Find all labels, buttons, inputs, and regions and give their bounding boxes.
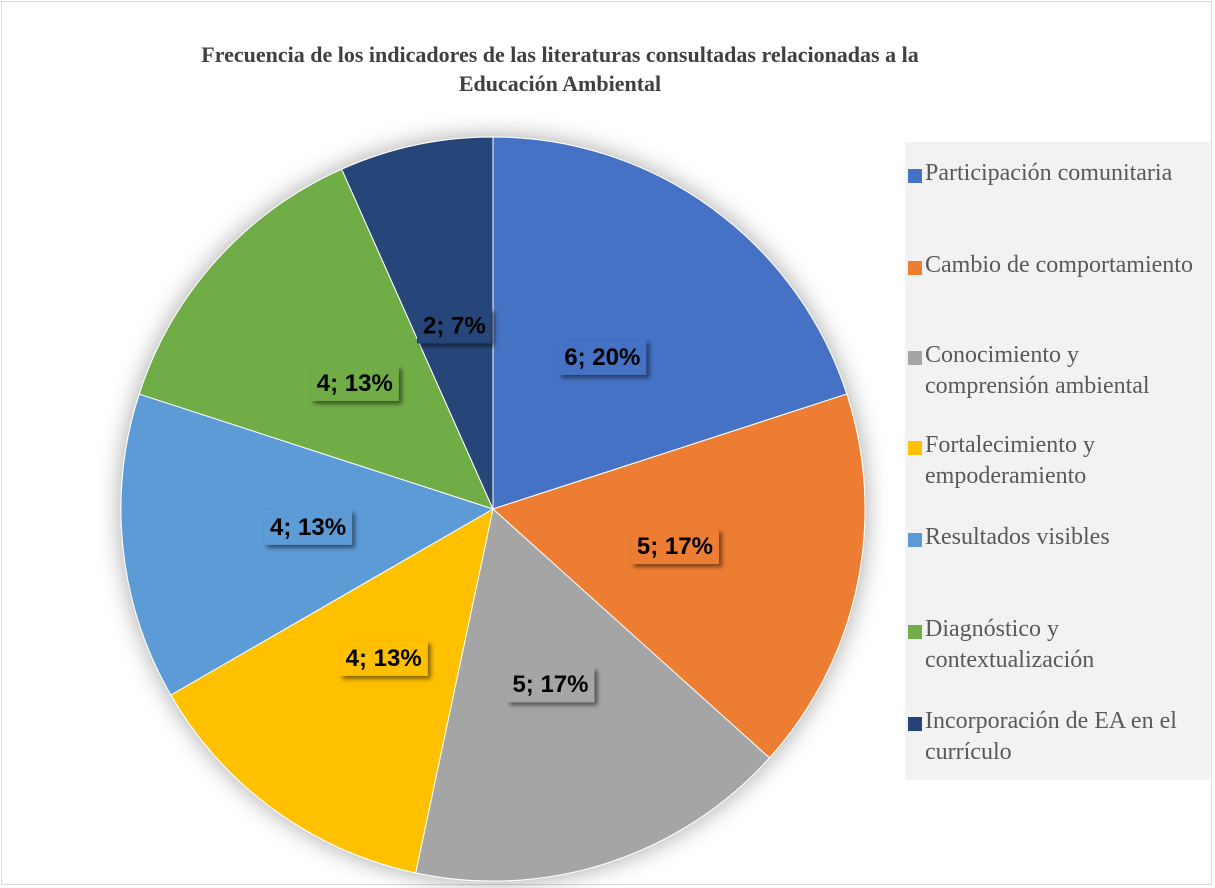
data-label: 4; 13% [310,365,399,401]
legend-label: Resultados visibles [925,524,1110,550]
legend-entry: Fortalecimiento y empoderamiento [905,430,1205,492]
data-label-box [310,365,399,401]
legend-entry: Participación comunitaria [905,158,1205,189]
data-label-text: 5; 17% [512,671,588,698]
pie [120,136,866,882]
legend-label: Incorporación de EA en el currículo [925,708,1177,765]
pie-slice [492,136,848,510]
data-label-box [630,529,719,565]
data-label-text: 2; 7% [423,312,486,339]
pie-slice [492,393,866,759]
data-label-box [263,509,353,545]
data-label-text: 4; 13% [270,514,346,541]
legend-label: Cambio de comportamiento [925,252,1193,278]
legend-label: Conocimiento y comprensión ambiental [925,342,1150,399]
data-label: 2; 7% [416,308,492,344]
data-label-box [558,339,647,375]
legend-entry: Conocimiento y comprensión ambiental [905,340,1205,402]
legend-label: Fortalecimiento y empoderamiento [925,432,1095,489]
data-label: 4; 13% [339,640,428,676]
legend-entry: Resultados visibles [905,522,1205,553]
data-label-box [506,667,595,703]
legend-swatch [908,717,922,731]
data-label-text: 6; 20% [564,344,640,371]
data-label: 4; 13% [263,509,353,545]
legend-label: Participación comunitaria [925,160,1173,186]
pie-slice [170,508,494,874]
data-label-text: 5; 17% [637,533,713,560]
data-label: 5; 17% [630,529,719,565]
legend-swatch [908,533,922,547]
data-label-box [339,640,428,676]
data-label-text: 4; 13% [317,370,393,397]
pie-slice [138,168,494,510]
legend-label: Diagnóstico y contextualización [925,616,1095,673]
legend-swatch [908,169,922,183]
legend-swatch [908,351,922,365]
data-label: 6; 20% [558,339,647,375]
data-label-text: 4; 13% [346,645,422,672]
legend-entry: Cambio de comportamiento [905,250,1205,281]
legend-swatch [908,625,922,639]
data-label-box [416,308,492,344]
legend: Participación comunitaria Cambio de compo… [905,142,1210,780]
data-label: 5; 17% [506,667,595,703]
legend-entry: Incorporación de EA en el currículo [905,706,1205,768]
legend-swatch [908,441,922,455]
chart-title: Frecuencia de los indicadores de las lit… [201,42,919,96]
legend-swatch [908,261,922,275]
legend-entry: Diagnóstico y contextualización [905,614,1205,676]
